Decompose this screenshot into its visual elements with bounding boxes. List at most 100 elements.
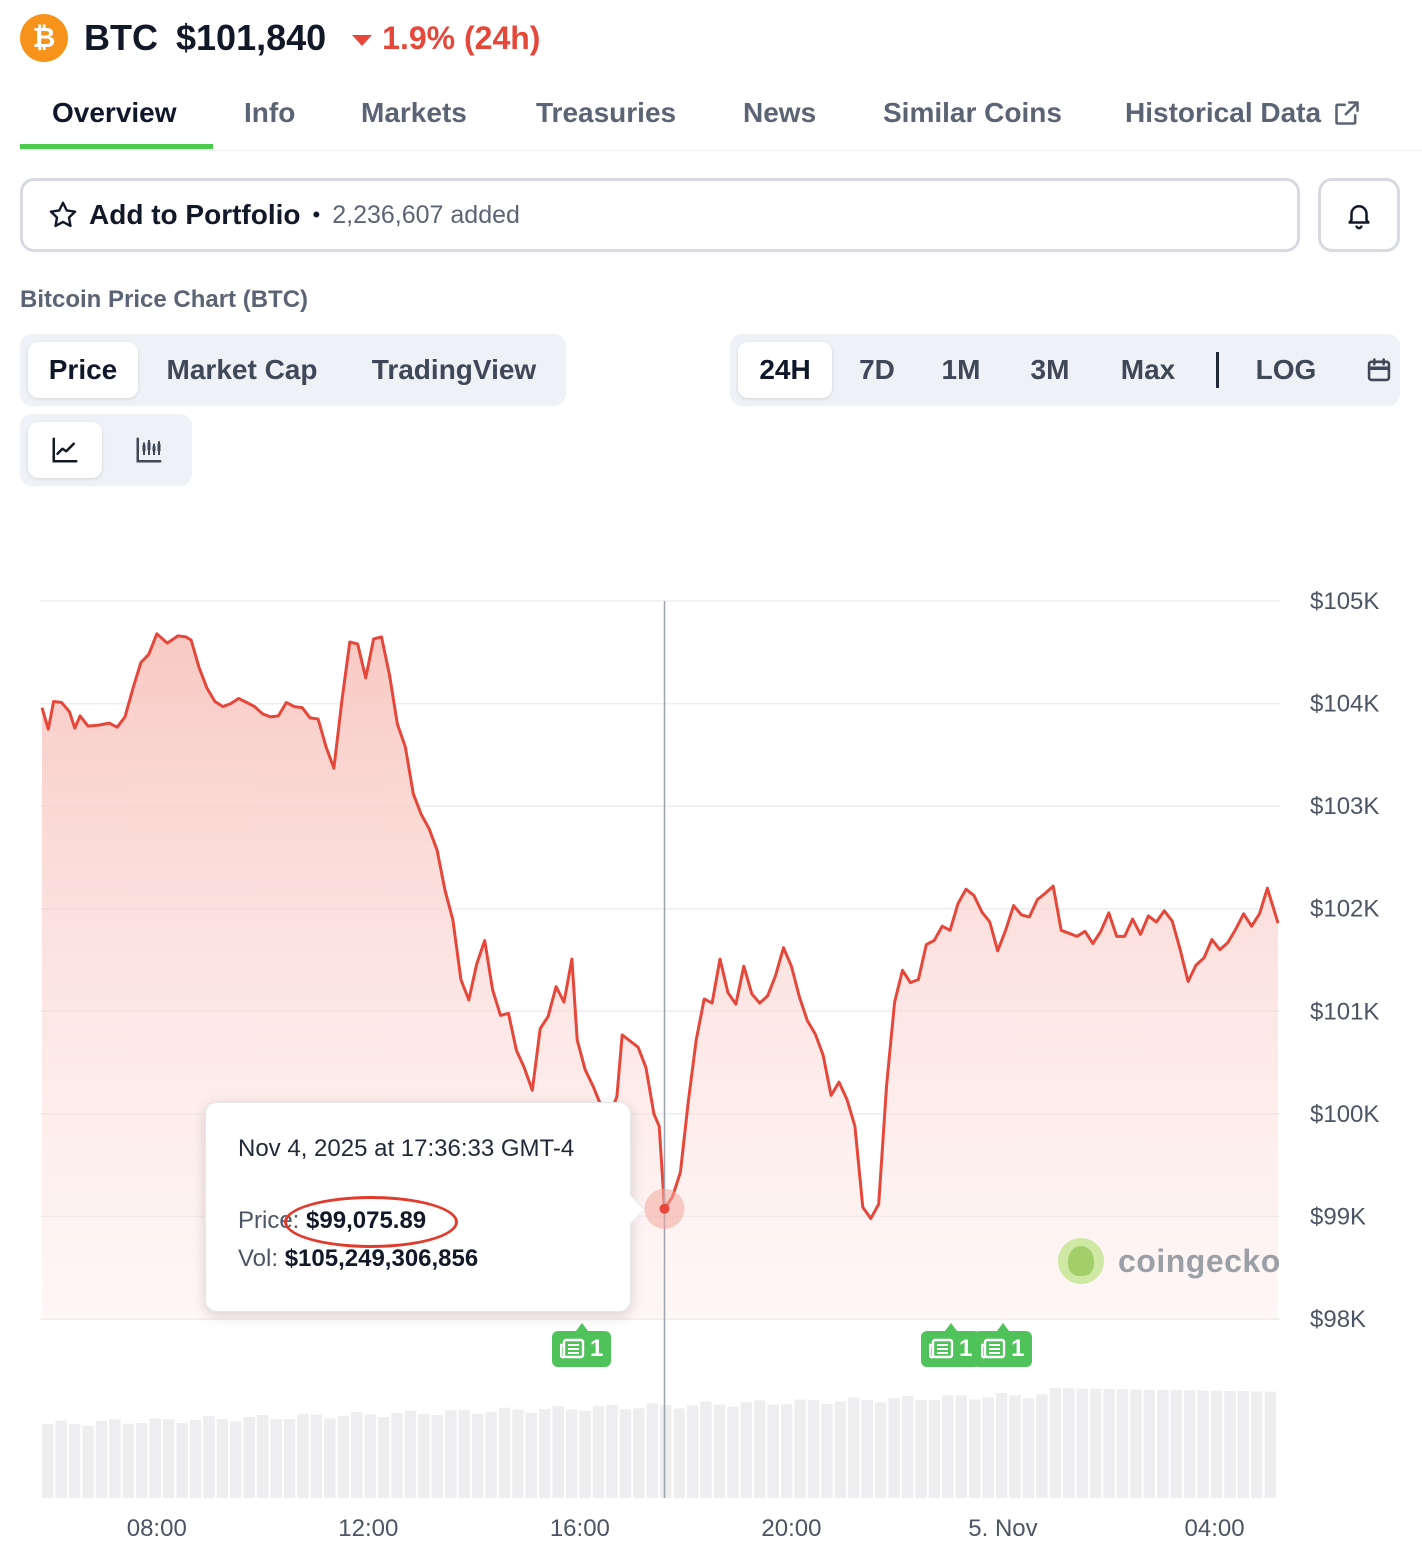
hover-point [659,1203,670,1214]
news-count: 1 [1011,1335,1025,1362]
tab-similar-coins[interactable]: Similar Coins [883,78,1062,148]
volume-bar [565,1409,578,1498]
range-switch: 24H 7D 1M 3M Max LOG [730,334,1400,406]
star-icon [49,201,77,228]
x-tick-label: 04:00 [1185,1515,1245,1542]
market-cap-tab[interactable]: Market Cap [150,342,334,398]
calendar-icon [1367,358,1391,382]
x-tick-label: 5. Nov [968,1515,1037,1542]
price-alert-button[interactable] [1318,178,1400,252]
volume-bar [673,1408,685,1498]
date-range-button[interactable] [1358,342,1400,398]
tab-overview[interactable]: Overview [52,78,177,148]
volume-bar [1049,1388,1062,1498]
range-7d[interactable]: 7D [842,342,912,398]
volume-bars [42,1388,1276,1498]
add-to-portfolio-button[interactable]: Add to Portfolio • 2,236,607 added [20,178,1300,252]
volume-bar [283,1419,296,1498]
tab-treasuries[interactable]: Treasuries [536,78,676,148]
chart-section-title: Bitcoin Price Chart (BTC) [20,286,309,313]
volume-bar [552,1406,564,1498]
log-scale-toggle[interactable]: LOG [1246,342,1326,398]
y-tick-label: $100K [1310,1101,1379,1128]
volume-bar [109,1419,121,1498]
volume-bar [740,1402,753,1498]
volume-bar [646,1403,658,1498]
volume-bar [969,1399,981,1498]
range-divider [1216,352,1219,388]
y-tick-label: $103K [1310,793,1379,820]
volume-bar [928,1400,941,1498]
news-marker[interactable]: 1 [973,1323,1033,1367]
volume-bar [176,1422,188,1498]
range-max[interactable]: Max [1108,342,1188,398]
price-tab[interactable]: Price [28,342,138,398]
volume-bar [42,1424,54,1498]
coin-tabs: Overview Info Markets Treasuries News Si… [20,78,1422,151]
tradingview-tab-label: TradingView [371,354,537,385]
tab-info[interactable]: Info [244,78,295,148]
volume-bar [942,1395,954,1498]
portfolio-label: Add to Portfolio [89,199,301,230]
volume-bar [982,1397,994,1498]
candlestick-chart-button[interactable] [112,422,186,478]
news-marker[interactable]: 1 [552,1323,612,1367]
range-label: 3M [1030,354,1070,385]
tab-label: Historical Data [1125,97,1322,128]
tradingview-tab[interactable]: TradingView [350,342,558,398]
coin-price: $101,840 [176,17,327,58]
volume-bar [579,1410,591,1498]
volume-bar [512,1409,524,1498]
bell-icon [1348,205,1370,230]
range-3m[interactable]: 3M [1012,342,1088,398]
range-1m[interactable]: 1M [926,342,996,398]
volume-bar [1251,1391,1263,1498]
x-tick-label: 08:00 [127,1515,187,1542]
volume-bar [821,1403,833,1498]
volume-bar [1210,1390,1223,1498]
volume-bar [633,1408,645,1498]
bitcoin-logo-icon: ₿ [20,14,68,62]
tab-label: News [743,97,817,128]
price-tab-label: Price [48,354,118,385]
watermark-text: coingecko [1118,1242,1281,1279]
active-tab-indicator [20,144,213,149]
x-tick-label: 16:00 [550,1515,610,1542]
tooltip-vol-label: Vol: [238,1245,279,1272]
volume-bar [1183,1390,1196,1498]
range-24h[interactable]: 24H [738,342,832,398]
tab-news[interactable]: News [743,78,816,148]
price-highlight-circle [284,1196,458,1248]
volume-bar [874,1402,887,1498]
volume-bar [55,1420,67,1498]
volume-bar [189,1420,202,1498]
volume-bar [243,1416,255,1498]
volume-bar [458,1409,470,1498]
range-label: 1M [941,354,981,385]
x-axis-labels: 08:00 12:00 16:00 20:00 5. Nov 04:00 [127,1515,1245,1542]
volume-bar [794,1399,806,1498]
tab-markets[interactable]: Markets [361,78,467,148]
volume-bar [297,1414,309,1498]
news-marker[interactable]: 1 [921,1323,981,1367]
tab-label: Info [244,97,296,128]
volume-bar [1197,1390,1209,1498]
coingecko-watermark: coingecko [1058,1238,1281,1284]
volume-bar [216,1419,229,1498]
volume-bar [1089,1388,1102,1498]
volume-bar [848,1397,860,1498]
volume-bar [1157,1389,1169,1498]
price-change-value: 1.9% (24h) [382,19,541,56]
tab-historical-data[interactable]: Historical Data [1125,78,1361,148]
volume-bar [807,1400,820,1498]
volume-bar [686,1405,699,1498]
volume-bar [1224,1390,1236,1498]
newspaper-icon [929,1338,954,1359]
volume-bar [404,1410,417,1498]
volume-bar [995,1393,1008,1498]
chart-type-switch: Price Market Cap TradingView [20,334,566,406]
volume-bar [324,1418,336,1498]
volume-bar [888,1398,900,1498]
line-chart-button[interactable] [28,422,102,478]
price-chart[interactable]: $105K $104K $103K $102K $101K $100K $99K $98K 0… [0,500,1422,1558]
